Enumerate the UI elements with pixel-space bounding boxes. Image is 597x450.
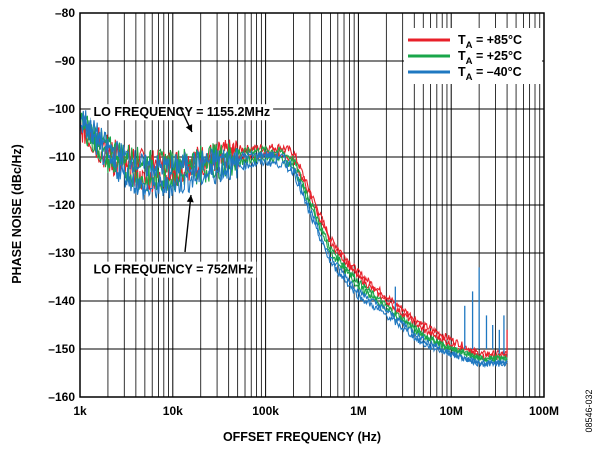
annotation-arrowhead bbox=[186, 195, 194, 203]
series-line bbox=[79, 110, 508, 368]
figure-id: 08546-032 bbox=[584, 389, 594, 432]
x-tick-label: 100k bbox=[252, 404, 279, 418]
annotation-label: LO FREQUENCY = 752MHz bbox=[94, 263, 254, 277]
x-tick-label: 1M bbox=[350, 404, 367, 418]
legend: TA = +85°CTA = +25°CTA = –40°C bbox=[404, 28, 542, 84]
y-tick-label: –130 bbox=[48, 246, 75, 260]
plot-series bbox=[79, 110, 508, 369]
y-tick-label: –140 bbox=[48, 294, 75, 308]
x-tick-label: 1k bbox=[73, 404, 87, 418]
y-axis-label: PHASE NOISE (dBc/Hz) bbox=[10, 144, 24, 284]
annotation-arrow bbox=[184, 194, 192, 253]
annotation-arrowhead bbox=[185, 124, 193, 132]
legend-entry: TA = +85°C bbox=[458, 33, 522, 51]
annotation-background bbox=[90, 261, 257, 278]
x-tick-label: 100M bbox=[529, 404, 559, 418]
y-tick-label: –90 bbox=[55, 54, 75, 68]
plot-frame bbox=[79, 12, 545, 398]
legend-entry: TA = –40°C bbox=[458, 65, 522, 83]
series-line bbox=[79, 113, 508, 369]
x-tick-label: 10M bbox=[440, 404, 463, 418]
y-tick-label: –160 bbox=[48, 390, 75, 404]
y-tick-label: –100 bbox=[48, 102, 75, 116]
y-tick-label: –110 bbox=[49, 150, 75, 164]
legend-entry: TA = +25°C bbox=[458, 49, 522, 67]
y-tick-label: –150 bbox=[48, 342, 75, 356]
y-tick-label: –80 bbox=[55, 6, 75, 20]
x-tick-label: 10k bbox=[163, 404, 183, 418]
y-tick-label: –120 bbox=[48, 198, 75, 212]
x-tick-labels: 1k 10k 100k 1M 10M 100M bbox=[73, 404, 559, 418]
y-tick-labels: –80 –90 –100 –110 –120 –130 –140 –150 –160 bbox=[48, 6, 75, 404]
x-axis-label: OFFSET FREQUENCY (Hz) bbox=[223, 430, 381, 444]
